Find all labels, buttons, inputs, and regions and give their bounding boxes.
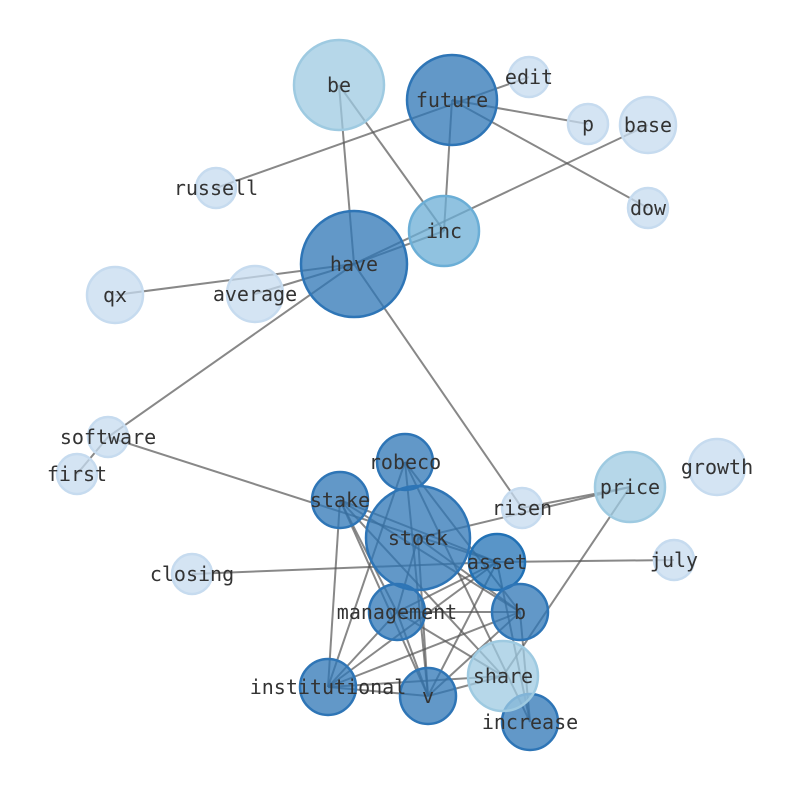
edge-b-institutional <box>327 611 521 688</box>
node-label-management: management <box>337 600 457 624</box>
node-institutional[interactable] <box>298 657 358 717</box>
node-b[interactable] <box>490 582 550 642</box>
node-label-inc: inc <box>426 219 462 243</box>
nodes: be future edit p base dow russell inc have qx aver… <box>47 38 753 752</box>
node-label-software: software <box>60 425 156 449</box>
node-label-dow: dow <box>630 196 667 220</box>
node-label-average: average <box>213 282 297 306</box>
node-label-increase: increase <box>482 710 578 734</box>
node-label-qx: qx <box>103 283 127 307</box>
node-label-stake: stake <box>310 488 370 512</box>
node-closing[interactable] <box>170 552 214 596</box>
node-label-base: base <box>624 113 672 137</box>
node-label-future: future <box>416 88 488 112</box>
node-have[interactable] <box>299 209 409 319</box>
node-label-asset: asset <box>467 550 527 574</box>
node-software[interactable] <box>86 415 130 459</box>
node-management[interactable] <box>367 582 427 642</box>
node-label-price: price <box>600 475 660 499</box>
node-be[interactable] <box>292 38 386 132</box>
node-edit[interactable] <box>507 55 551 99</box>
node-base[interactable] <box>618 95 678 155</box>
node-label-july: july <box>650 548 698 572</box>
node-label-risen: risen <box>492 496 552 520</box>
node-share[interactable] <box>466 639 540 713</box>
node-label-v: v <box>422 684 434 708</box>
node-label-p: p <box>582 112 594 136</box>
node-growth[interactable] <box>687 437 747 497</box>
node-label-growth: growth <box>681 455 753 479</box>
node-v[interactable] <box>398 666 458 726</box>
node-stake[interactable] <box>310 470 370 530</box>
node-label-share: share <box>473 664 533 688</box>
edge-price-share <box>502 486 631 677</box>
node-label-closing: closing <box>150 562 234 586</box>
node-label-institutional: institutional <box>250 675 407 699</box>
node-russell[interactable] <box>194 166 238 210</box>
node-label-have: have <box>330 252 378 276</box>
node-label-stock: stock <box>388 526 448 550</box>
node-risen[interactable] <box>500 486 544 530</box>
node-label-robeco: robeco <box>369 450 441 474</box>
node-inc[interactable] <box>407 194 481 268</box>
edge-stake-institutional <box>327 499 341 688</box>
node-dow[interactable] <box>626 186 670 230</box>
node-p[interactable] <box>566 102 610 146</box>
node-july[interactable] <box>652 538 696 582</box>
node-first[interactable] <box>55 452 99 496</box>
node-label-be: be <box>327 73 351 97</box>
node-qx[interactable] <box>85 265 145 325</box>
node-price[interactable] <box>593 450 667 524</box>
node-average[interactable] <box>225 264 285 324</box>
node-label-b: b <box>514 600 526 624</box>
node-stock[interactable] <box>364 484 472 592</box>
edge-asset-july <box>496 559 675 563</box>
node-future[interactable] <box>405 53 499 147</box>
node-asset[interactable] <box>467 532 527 592</box>
node-label-edit: edit <box>505 65 553 89</box>
node-label-russell: russell <box>174 176 258 200</box>
node-label-first: first <box>47 462 107 486</box>
